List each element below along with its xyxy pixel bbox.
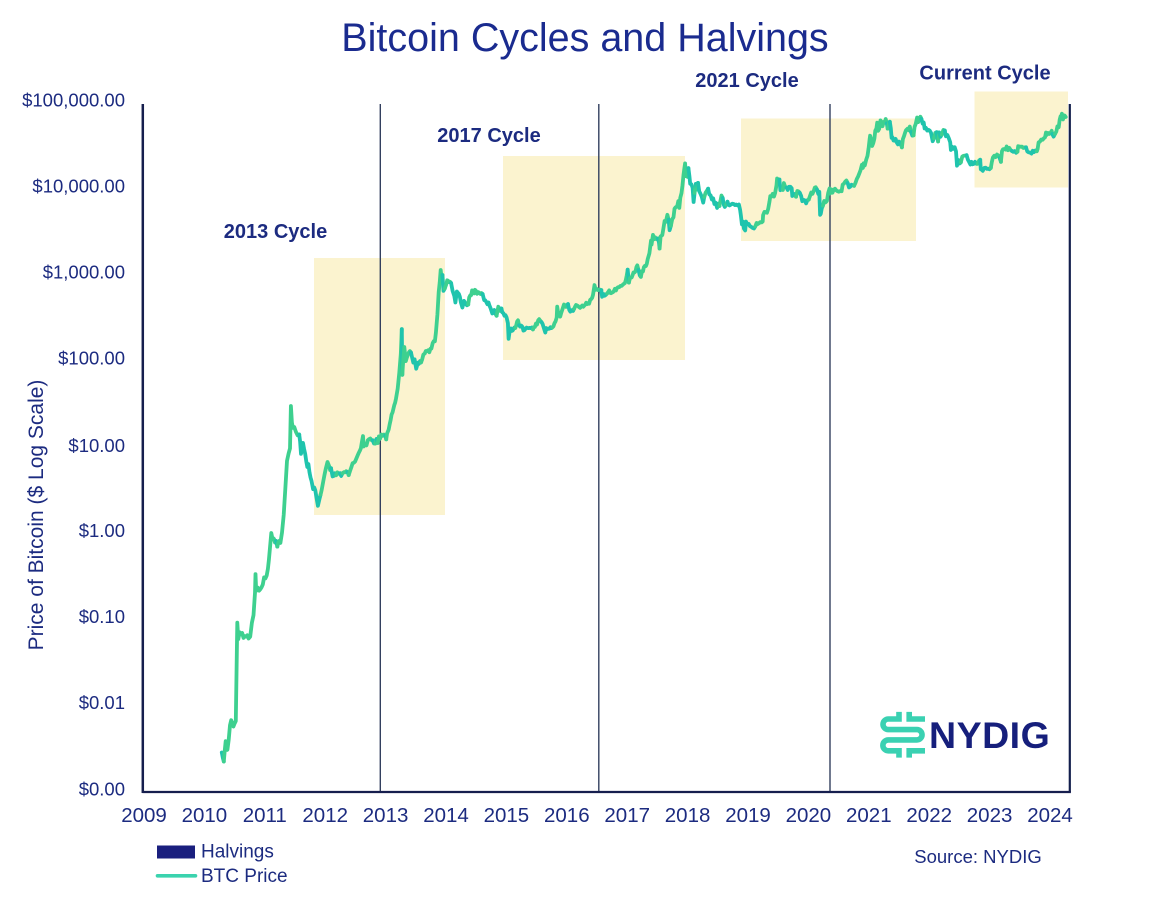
svg-text:2017: 2017 xyxy=(604,804,650,827)
svg-text:2014: 2014 xyxy=(423,804,469,827)
svg-text:2021: 2021 xyxy=(846,804,892,827)
svg-text:$1.00: $1.00 xyxy=(79,520,125,541)
svg-text:Halvings: Halvings xyxy=(201,842,274,863)
svg-text:2016: 2016 xyxy=(544,804,590,827)
svg-text:$0.00: $0.00 xyxy=(79,778,125,799)
svg-text:$1,000.00: $1,000.00 xyxy=(43,262,125,283)
svg-text:2023: 2023 xyxy=(967,804,1013,827)
svg-text:2017 Cycle: 2017 Cycle xyxy=(437,125,540,147)
svg-text:$10.00: $10.00 xyxy=(68,435,125,456)
svg-text:Source: NYDIG: Source: NYDIG xyxy=(914,846,1042,867)
svg-text:Bitcoin Cycles and Halvings: Bitcoin Cycles and Halvings xyxy=(341,16,828,60)
svg-text:Price of Bitcoin ($ Log Scale): Price of Bitcoin ($ Log Scale) xyxy=(25,380,48,651)
svg-text:2015: 2015 xyxy=(484,804,530,827)
svg-text:2021 Cycle: 2021 Cycle xyxy=(695,70,798,92)
svg-text:2019: 2019 xyxy=(725,804,771,827)
svg-text:$0.10: $0.10 xyxy=(79,606,125,627)
svg-text:2020: 2020 xyxy=(786,804,832,827)
svg-text:$100,000.00: $100,000.00 xyxy=(22,89,125,110)
svg-text:BTC Price: BTC Price xyxy=(201,866,288,887)
svg-text:2012: 2012 xyxy=(302,804,348,827)
svg-text:2013 Cycle: 2013 Cycle xyxy=(224,221,327,243)
svg-text:2010: 2010 xyxy=(182,804,228,827)
svg-text:Current Cycle: Current Cycle xyxy=(919,63,1050,85)
svg-text:2009: 2009 xyxy=(121,804,167,827)
svg-text:$10,000.00: $10,000.00 xyxy=(32,175,125,196)
svg-text:2022: 2022 xyxy=(906,804,952,827)
svg-text:2018: 2018 xyxy=(665,804,711,827)
svg-text:2013: 2013 xyxy=(363,804,409,827)
svg-text:$0.01: $0.01 xyxy=(79,692,125,713)
svg-text:2024: 2024 xyxy=(1027,804,1073,827)
svg-text:$100.00: $100.00 xyxy=(58,348,125,369)
svg-text:2011: 2011 xyxy=(243,804,287,827)
svg-text:NYDIG: NYDIG xyxy=(929,714,1050,756)
